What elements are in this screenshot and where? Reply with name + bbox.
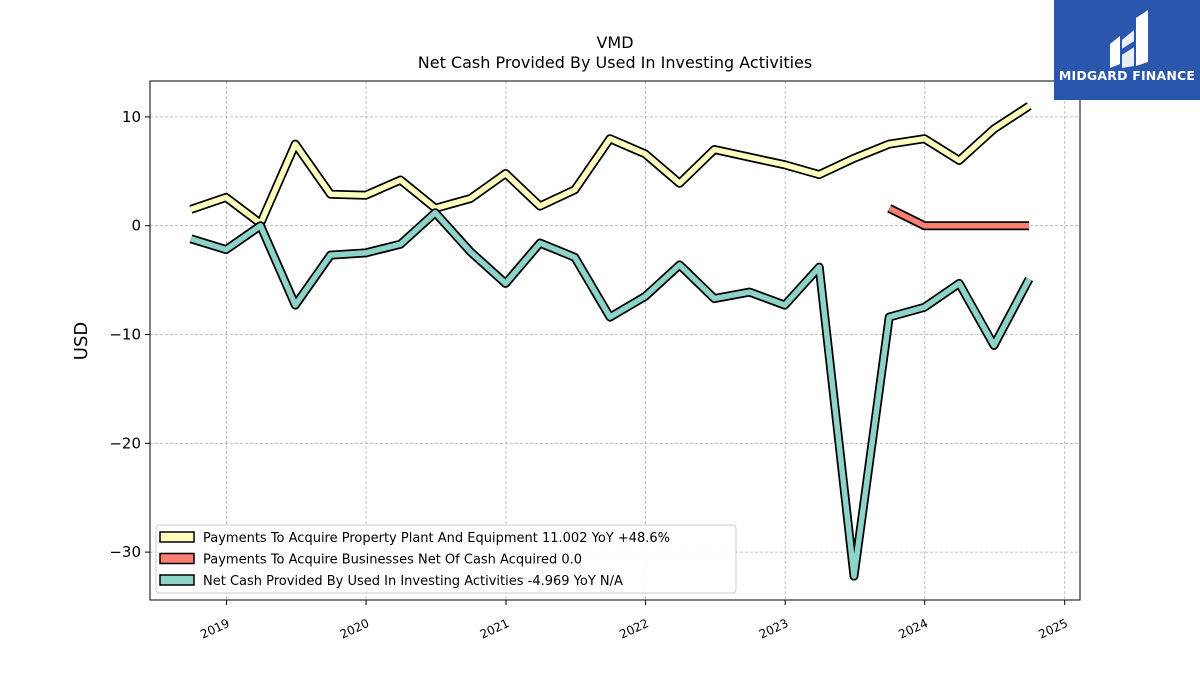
x-tick-label: 2025 [1036,616,1070,642]
y-tick-label: −30 [109,543,141,561]
brand-mark-icon [1110,10,1148,68]
series-layer [189,102,1034,581]
legend-box [155,524,737,594]
brand-logo: MIDGARD FINANCE [1054,0,1200,100]
x-tick-label: 2023 [757,616,791,642]
brand-name: MIDGARD FINANCE [1058,68,1196,83]
legend: Payments To Acquire Property Plant And E… [155,524,737,594]
series-line [190,209,1032,579]
chart-subtitle: Net Cash Provided By Used In Investing A… [418,53,812,72]
plot-frame [149,80,1081,601]
y-tick-label: −10 [109,326,141,344]
legend-swatch [159,531,195,543]
series-line [887,205,1030,229]
y-tick-label: 0 [131,217,141,235]
y-axis-label: USD [71,322,92,360]
series-line [190,103,1031,227]
x-tick-label: 2019 [198,616,232,642]
legend-swatch [159,552,195,565]
legend-label: Net Cash Provided By Used In Investing A… [203,574,623,589]
series-outline [189,102,1032,228]
y-tick-label: 10 [122,108,141,126]
legend-label: Payments To Acquire Property Plant And E… [203,531,670,546]
x-tick-label: 2020 [338,616,372,642]
x-tick-label: 2021 [478,616,512,642]
series-outline [189,208,1034,581]
x-tick-label: 2022 [617,616,651,642]
legend-label: Payments To Acquire Businesses Net Of Ca… [203,553,582,568]
legend-swatch [159,574,195,586]
y-tick-label: −20 [109,434,141,452]
x-tick-label: 2024 [896,616,930,642]
chart-title: VMD [596,33,633,52]
